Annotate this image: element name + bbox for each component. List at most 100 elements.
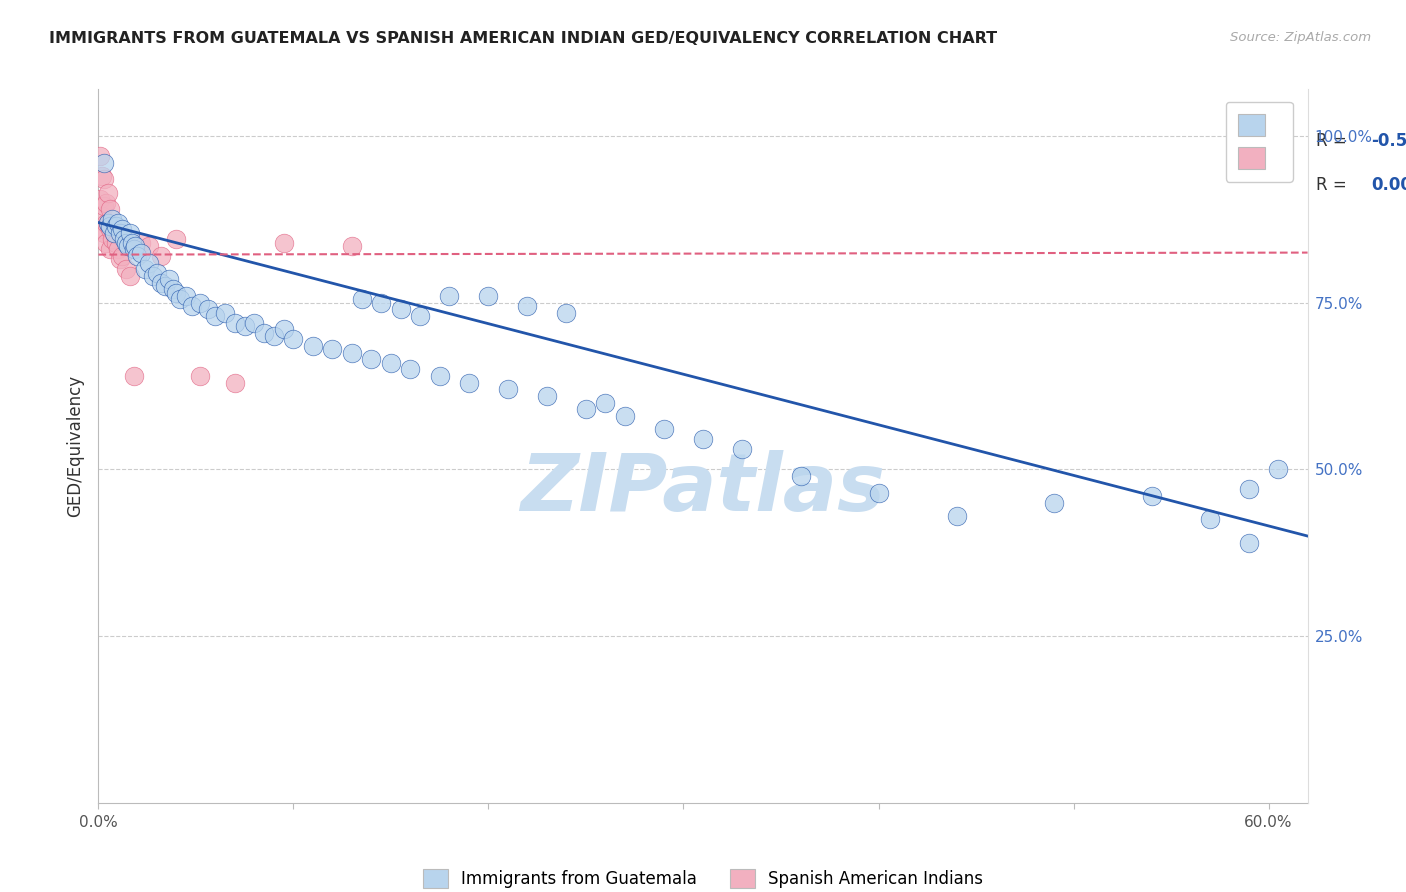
Point	[162, 282, 184, 296]
Point	[945, 509, 967, 524]
Point	[91, 222, 114, 236]
Point	[224, 376, 246, 390]
Point	[458, 376, 481, 390]
Point	[652, 422, 675, 436]
Point	[93, 155, 115, 169]
Point	[360, 352, 382, 367]
Point	[103, 226, 125, 240]
Point	[122, 242, 145, 256]
Point	[536, 389, 558, 403]
Point	[98, 242, 121, 256]
Y-axis label: GED/Equivalency: GED/Equivalency	[66, 375, 84, 517]
Point	[174, 289, 197, 303]
Point	[273, 235, 295, 250]
Point	[96, 216, 118, 230]
Point	[370, 295, 392, 310]
Point	[124, 239, 146, 253]
Point	[1237, 535, 1260, 549]
Point	[103, 226, 125, 240]
Point	[165, 285, 187, 300]
Point	[149, 276, 172, 290]
Text: R =: R =	[1316, 132, 1353, 150]
Point	[134, 262, 156, 277]
Point	[350, 293, 373, 307]
Point	[117, 239, 139, 253]
Point	[97, 216, 120, 230]
Point	[340, 239, 363, 253]
Point	[692, 433, 714, 447]
Point	[380, 356, 402, 370]
Point	[731, 442, 754, 457]
Point	[283, 332, 305, 346]
Point	[131, 235, 153, 250]
Point	[409, 309, 432, 323]
Legend: Immigrants from Guatemala, Spanish American Indians: Immigrants from Guatemala, Spanish Ameri…	[416, 863, 990, 892]
Point	[263, 329, 285, 343]
Point	[127, 249, 149, 263]
Point	[98, 219, 121, 233]
Point	[138, 255, 160, 269]
Point	[555, 305, 578, 319]
Point	[181, 299, 204, 313]
Point	[138, 239, 160, 253]
Point	[146, 266, 169, 280]
Point	[153, 279, 176, 293]
Point	[1267, 462, 1289, 476]
Point	[93, 199, 115, 213]
Point	[302, 339, 325, 353]
Point	[516, 299, 538, 313]
Point	[122, 368, 145, 383]
Point	[169, 293, 191, 307]
Point	[118, 226, 141, 240]
Point	[1237, 483, 1260, 497]
Point	[595, 395, 617, 409]
Point	[214, 305, 236, 319]
Text: -0.525: -0.525	[1371, 132, 1406, 150]
Text: ZIPatlas: ZIPatlas	[520, 450, 886, 528]
Point	[93, 226, 115, 240]
Point	[165, 232, 187, 246]
Point	[107, 242, 129, 256]
Text: 0.004: 0.004	[1371, 177, 1406, 194]
Point	[96, 235, 118, 250]
Point	[243, 316, 266, 330]
Point	[429, 368, 451, 383]
Point	[101, 219, 124, 233]
Point	[104, 219, 127, 233]
Point	[118, 268, 141, 283]
Point	[789, 469, 811, 483]
Point	[1043, 496, 1066, 510]
Point	[188, 295, 211, 310]
Point	[273, 322, 295, 336]
Point	[101, 232, 124, 246]
Point	[399, 362, 422, 376]
Point	[96, 195, 118, 210]
Point	[389, 302, 412, 317]
Point	[233, 318, 256, 333]
Point	[98, 202, 121, 217]
Point	[477, 289, 499, 303]
Text: Source: ZipAtlas.com: Source: ZipAtlas.com	[1230, 31, 1371, 45]
Point	[111, 249, 134, 263]
Point	[104, 235, 127, 250]
Point	[204, 309, 226, 323]
Point	[93, 172, 115, 186]
Point	[114, 262, 136, 277]
Point	[91, 169, 114, 183]
Point	[101, 212, 124, 227]
Point	[97, 186, 120, 200]
Point	[89, 192, 111, 206]
Point	[108, 252, 131, 267]
Point	[321, 343, 343, 357]
Point	[112, 232, 135, 246]
Point	[121, 235, 143, 250]
Point	[188, 368, 211, 383]
Point	[1199, 512, 1222, 526]
Point	[131, 245, 153, 260]
Point	[142, 268, 165, 283]
Point	[1140, 489, 1163, 503]
Point	[157, 272, 180, 286]
Point	[253, 326, 276, 340]
Point	[439, 289, 461, 303]
Point	[111, 222, 134, 236]
